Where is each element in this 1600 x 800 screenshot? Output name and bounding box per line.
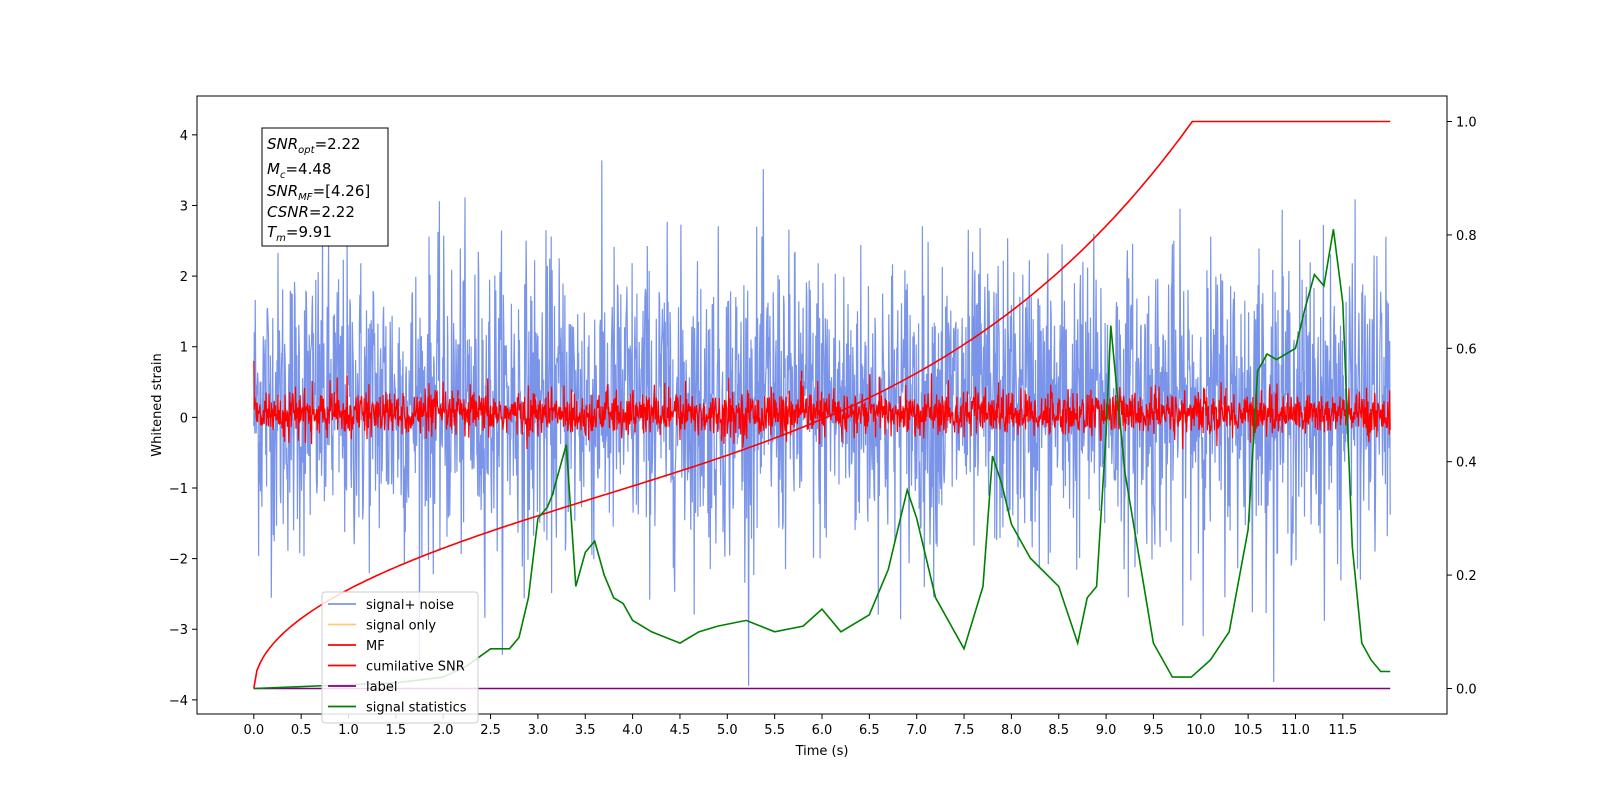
- y-right-tick-label: 0.2: [1456, 569, 1477, 584]
- x-axis-label: Time (s): [795, 744, 849, 759]
- x-tick-label: 4.0: [622, 723, 643, 738]
- x-tick-label: 2.5: [480, 723, 501, 738]
- y-left-tick-label: −1: [169, 482, 188, 497]
- x-tick-label: 9.5: [1143, 723, 1164, 738]
- x-tick-label: 11.5: [1328, 723, 1357, 738]
- y-right-tick-label: 0.0: [1456, 682, 1477, 697]
- y-left-tick-label: −2: [169, 553, 188, 568]
- line-signal-statistics: [253, 229, 1391, 690]
- y-right-tick-label: 0.8: [1456, 229, 1477, 244]
- y-left-tick-label: −3: [169, 623, 188, 638]
- annotation-snr-opt: SNRopt=2.22: [267, 135, 361, 156]
- x-tick-label: 1.5: [386, 723, 407, 738]
- y-right-tick-label: 0.6: [1456, 342, 1477, 357]
- x-tick-label: 0.5: [291, 723, 312, 738]
- y-left-tick-label: 3: [180, 199, 188, 214]
- y-axis-left: −4 −3 −2 −1 0 1 2 3 4: [169, 129, 197, 709]
- line-mf: [253, 360, 1391, 450]
- legend-label: signal+ noise: [366, 598, 454, 613]
- x-tick-label: 7.0: [906, 723, 927, 738]
- y-right-tick-label: 1.0: [1456, 116, 1477, 131]
- x-tick-label: 3.5: [575, 723, 596, 738]
- legend-label: signal statistics: [366, 701, 467, 716]
- y-left-tick-label: 1: [180, 341, 188, 356]
- y-axis-label: Whitened strain: [150, 353, 165, 456]
- y-left-tick-label: 4: [180, 129, 188, 144]
- x-tick-label: 2.0: [433, 723, 454, 738]
- y-axis-right: 0.0 0.2 0.4 0.6 0.8 1.0: [1447, 116, 1477, 697]
- annotation-snr-mf: SNRMF=[4.26]: [267, 182, 370, 203]
- x-tick-label: 11.0: [1281, 723, 1310, 738]
- x-tick-label: 4.5: [670, 723, 691, 738]
- legend-label: MF: [366, 639, 385, 654]
- annotation-tm: Tm=9.91: [267, 223, 332, 244]
- annotation-box: [261, 127, 389, 247]
- y-left-tick-label: 2: [180, 270, 188, 285]
- y-right-tick-label: 0.4: [1456, 456, 1477, 471]
- x-tick-label: 8.0: [1001, 723, 1022, 738]
- legend-label: signal only: [366, 619, 436, 634]
- x-tick-label: 5.0: [717, 723, 738, 738]
- x-tick-label: 6.5: [859, 723, 880, 738]
- x-tick-label: 5.5: [764, 723, 785, 738]
- x-tick-label: 3.0: [528, 723, 549, 738]
- line-cumilative-snr: [253, 120, 1391, 689]
- legend-label: label: [366, 680, 397, 695]
- legend-label: cumilative SNR: [366, 660, 465, 675]
- annotation-mc: Mc=4.48: [267, 160, 331, 181]
- x-tick-label: 1.0: [338, 723, 359, 738]
- x-tick-label: 7.5: [954, 723, 975, 738]
- y-left-tick-label: −4: [169, 694, 188, 709]
- x-tick-label: 0.0: [243, 723, 264, 738]
- x-axis: 0.0 0.5 1.0 1.5 2.0 2.5 3.0 3.5 4.0 4.5 5.0 5.5 6.0 6…: [243, 714, 1357, 738]
- y-left-tick-label: 0: [180, 411, 188, 426]
- x-tick-label: 10.5: [1234, 723, 1263, 738]
- legend-box: [321, 591, 479, 724]
- x-tick-label: 8.5: [1048, 723, 1069, 738]
- x-tick-label: 6.0: [812, 723, 833, 738]
- legend: signal+ noise signal only MF cumilative SNR…: [321, 591, 479, 724]
- series-mf: [253, 360, 1391, 450]
- x-tick-label: 9.0: [1096, 723, 1117, 738]
- x-tick-label: 10.0: [1186, 723, 1215, 738]
- annotation-csnr: CSNR=2.22: [267, 203, 355, 221]
- stats-annotation: SNRopt=2.22 Mc=4.48 SNRMF=[4.26] CSNR=2.…: [261, 127, 389, 247]
